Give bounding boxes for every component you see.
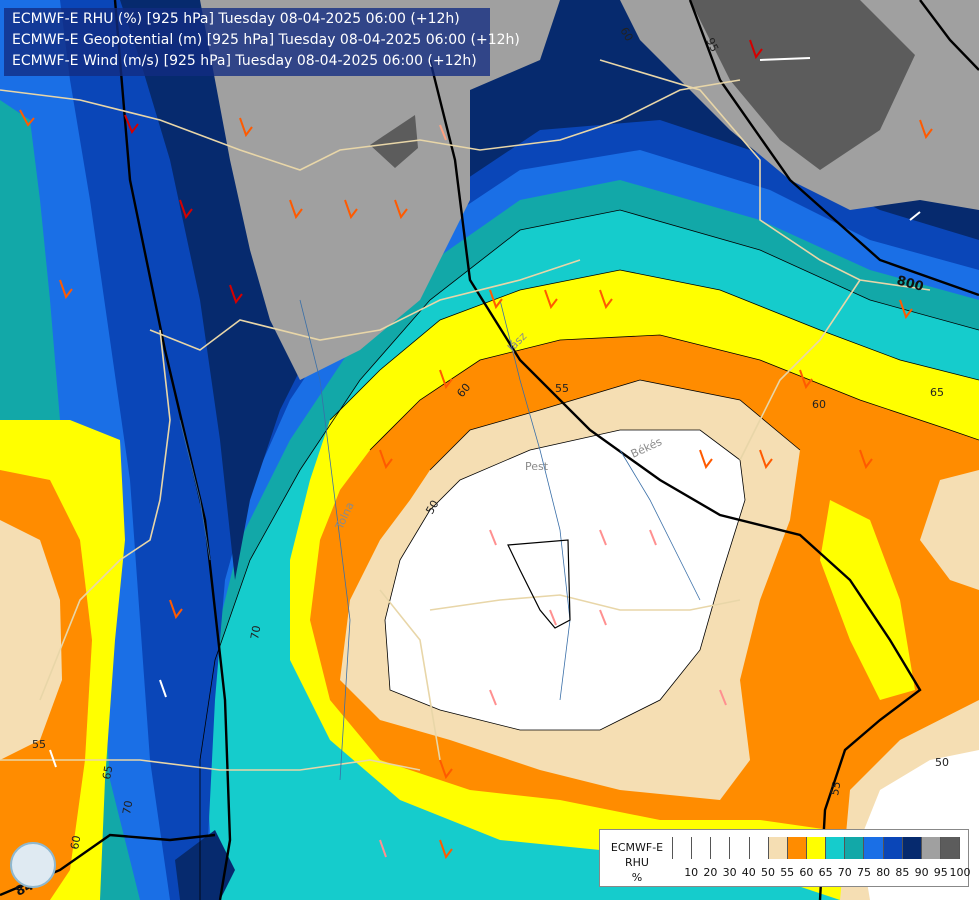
legend-swatch — [748, 837, 768, 859]
legend-title-model: ECMWF-E — [610, 841, 664, 854]
legend-tick-label: 75 — [857, 866, 871, 879]
map-header: ECMWF-E RHU (%) [925 hPa] Tuesday 08-04-… — [4, 8, 520, 76]
legend-tick-label: 20 — [703, 866, 718, 879]
legend-swatch — [767, 837, 787, 859]
legend-swatch — [844, 837, 864, 859]
legend-title-variable: RHU — [625, 856, 649, 869]
legend-swatch — [825, 837, 845, 859]
legend-tick-label: 10 — [684, 866, 699, 879]
legend-tick-label: 40 — [741, 866, 756, 879]
contour-label: 65 — [930, 386, 944, 399]
rhu-band-100-w — [370, 115, 418, 168]
ecmwf-logo-icon — [10, 842, 56, 888]
legend-tick-label: 85 — [895, 866, 910, 879]
legend-tick-label: 100 — [949, 866, 971, 879]
legend-tick-label: 70 — [837, 866, 852, 879]
legend-tick-label: 90 — [914, 866, 929, 879]
legend-swatch — [920, 837, 940, 859]
legend-tick-label: 60 — [799, 866, 814, 879]
contour-label: 70 — [248, 624, 263, 640]
legend-tick-label: 80 — [876, 866, 891, 879]
legend-tick-label: 65 — [818, 866, 833, 879]
legend-swatch — [863, 837, 883, 859]
contour-label: 60 — [68, 834, 83, 850]
legend-ticks: 10 20 30 40 50 55 60 65 70 75 80 85 90 95 100 — [672, 866, 972, 880]
geopotential-label: 800 — [895, 273, 925, 295]
contour-label: 70 — [120, 799, 135, 815]
legend-tick-label: 55 — [780, 866, 795, 879]
rhu-contours — [199, 209, 979, 900]
header-line-geopotential: ECMWF-E Geopotential (m) [925 hPa] Tuesd… — [12, 32, 520, 48]
legend-swatch — [691, 837, 711, 859]
legend-swatch — [672, 837, 692, 859]
legend-tick-label: 30 — [722, 866, 737, 879]
legend-swatch — [805, 837, 826, 859]
legend-tick-label: 50 — [761, 866, 775, 879]
rhu-band-100 — [690, 0, 915, 170]
region-outline — [507, 539, 571, 629]
legend-swatch — [729, 837, 749, 859]
legend-swatches — [672, 837, 961, 859]
rhu-band-55-e — [920, 470, 979, 590]
rhu-legend: ECMWF-E RHU % 10 20 30 40 50 55 60 65 70 75 80 85 90… — [599, 829, 972, 887]
legend-title: ECMWF-E RHU % — [602, 840, 672, 885]
legend-swatch — [710, 837, 730, 859]
wind-barbs — [19, 39, 933, 860]
legend-swatch — [901, 837, 921, 859]
rhu-band-90-se — [175, 830, 235, 900]
header-line-wind: ECMWF-E Wind (m/s) [925 hPa] Tuesday 08-… — [12, 53, 477, 69]
contour-label: 55 — [32, 738, 46, 751]
legend-swatch — [939, 837, 961, 859]
contour-label: 60 — [617, 25, 635, 44]
contour-label: 50 — [423, 498, 441, 517]
rhu-band-65-e — [820, 500, 915, 700]
contour-label: 50 — [935, 756, 949, 769]
contour-label: 55 — [828, 780, 843, 796]
legend-tick-label: 95 — [933, 866, 948, 879]
borders — [0, 59, 931, 771]
contour-label: 95 — [703, 36, 721, 54]
contour-label: 60 — [812, 398, 826, 411]
rhu-band-50 — [385, 430, 745, 730]
place-label: Pest — [525, 460, 549, 473]
contour-label: 55 — [555, 382, 569, 395]
legend-swatch — [786, 837, 806, 859]
header-line-rhu: ECMWF-E RHU (%) [925 hPa] Tuesday 08-04-… — [12, 11, 460, 27]
legend-swatch — [882, 837, 902, 859]
legend-title-unit: % — [631, 871, 643, 884]
rivers — [179, 299, 701, 781]
rhu-band-95 — [200, 0, 560, 380]
rhu-band-55-w — [0, 520, 62, 760]
contour-label: 65 — [100, 764, 115, 780]
